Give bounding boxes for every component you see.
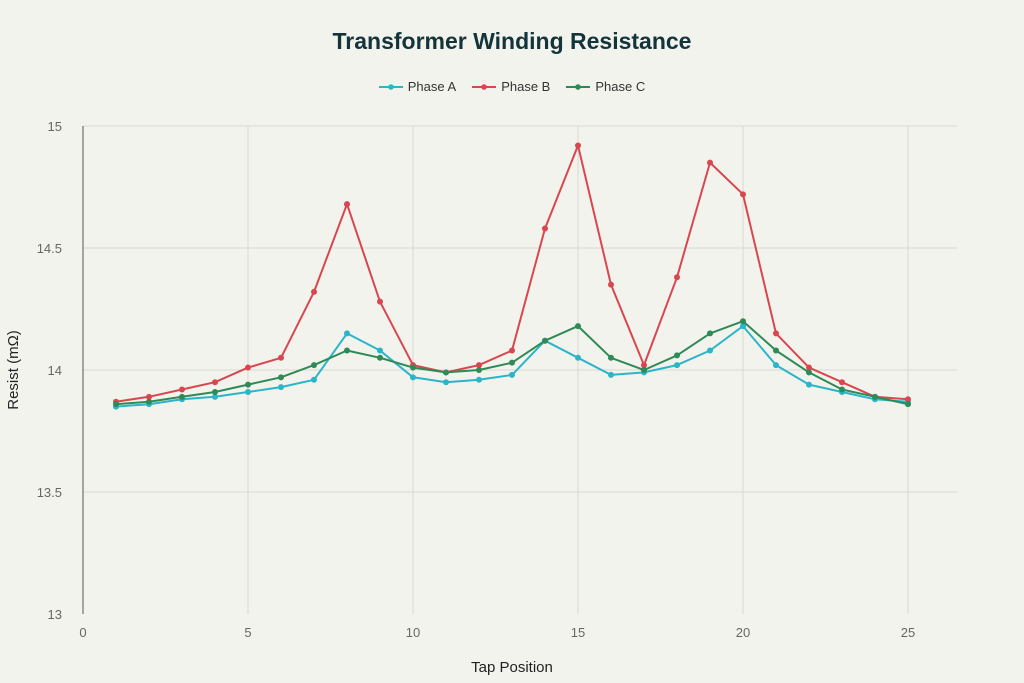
gridlines xyxy=(83,125,957,614)
data-point[interactable] xyxy=(839,386,845,393)
x-axis-title: Tap Position xyxy=(471,659,553,676)
data-point[interactable] xyxy=(542,337,548,344)
y-tick-label: 13 xyxy=(48,607,62,622)
data-point[interactable] xyxy=(608,281,614,288)
x-axis-ticks: 0 5 10 15 20 25 xyxy=(79,625,915,640)
data-point[interactable] xyxy=(443,379,449,386)
data-point[interactable] xyxy=(839,379,845,386)
legend-item-phase-c[interactable]: Phase C xyxy=(566,79,645,94)
data-point[interactable] xyxy=(905,401,911,408)
legend-line-marker-icon xyxy=(378,83,403,90)
y-axis-title: Resist (mΩ) xyxy=(5,330,22,410)
data-point[interactable] xyxy=(674,274,680,281)
data-point[interactable] xyxy=(674,362,680,369)
data-point[interactable] xyxy=(344,330,350,337)
x-tick-label: 5 xyxy=(244,625,251,640)
data-point[interactable] xyxy=(806,364,812,371)
data-point[interactable] xyxy=(179,386,185,393)
data-point[interactable] xyxy=(311,288,317,295)
data-point[interactable] xyxy=(575,354,581,361)
x-tick-label: 0 xyxy=(79,625,86,640)
series-phase-a xyxy=(113,323,911,410)
legend-line-marker-icon xyxy=(566,83,591,90)
chart-title: Transformer Winding Resistance xyxy=(332,28,692,54)
data-point[interactable] xyxy=(476,367,482,373)
data-point[interactable] xyxy=(344,201,350,208)
data-point[interactable] xyxy=(113,401,119,408)
x-tick-label: 10 xyxy=(406,625,420,640)
data-point[interactable] xyxy=(278,354,284,361)
data-point[interactable] xyxy=(608,354,614,361)
data-point[interactable] xyxy=(773,347,779,354)
data-point[interactable] xyxy=(245,388,251,395)
data-point[interactable] xyxy=(245,381,251,388)
data-point[interactable] xyxy=(872,393,878,400)
data-point[interactable] xyxy=(377,298,383,305)
series-line xyxy=(115,325,909,408)
y-tick-label: 13.5 xyxy=(37,485,62,500)
data-point[interactable] xyxy=(443,369,449,376)
legend-label: Phase A xyxy=(407,79,457,94)
data-point[interactable] xyxy=(740,323,746,330)
legend-item-phase-a[interactable]: Phase A xyxy=(378,79,457,94)
data-point[interactable] xyxy=(476,376,482,383)
series-lines xyxy=(113,142,911,410)
data-point[interactable] xyxy=(575,323,581,330)
legend-label: Phase C xyxy=(595,79,646,94)
data-point[interactable] xyxy=(608,371,614,378)
data-point[interactable] xyxy=(278,384,284,391)
data-point[interactable] xyxy=(509,359,515,366)
x-tick-label: 25 xyxy=(901,625,915,640)
data-point[interactable] xyxy=(278,374,284,381)
data-point[interactable] xyxy=(377,347,383,354)
data-point[interactable] xyxy=(509,347,515,354)
data-point[interactable] xyxy=(245,364,251,371)
data-point[interactable] xyxy=(311,376,317,383)
series-phase-c xyxy=(113,318,911,408)
data-point[interactable] xyxy=(806,369,812,376)
data-point[interactable] xyxy=(707,347,713,354)
data-point[interactable] xyxy=(542,225,548,232)
data-point[interactable] xyxy=(575,142,581,149)
y-tick-label: 15 xyxy=(48,119,62,134)
y-axis-ticks: 13 13.5 14 14.5 15 xyxy=(37,119,62,622)
data-point[interactable] xyxy=(740,318,746,325)
data-point[interactable] xyxy=(806,381,812,388)
data-point[interactable] xyxy=(146,393,152,400)
legend-label: Phase B xyxy=(501,79,551,94)
data-point[interactable] xyxy=(476,362,482,369)
data-point[interactable] xyxy=(905,396,911,403)
data-point[interactable] xyxy=(773,362,779,369)
data-point[interactable] xyxy=(707,330,713,337)
data-point[interactable] xyxy=(641,367,647,373)
legend-item-phase-b[interactable]: Phase B xyxy=(472,79,550,94)
data-point[interactable] xyxy=(707,159,713,166)
data-point[interactable] xyxy=(311,362,317,369)
data-point[interactable] xyxy=(377,354,383,361)
data-point[interactable] xyxy=(641,362,647,369)
data-point[interactable] xyxy=(212,379,218,386)
legend: Phase A Phase B Phase C xyxy=(0,79,1024,94)
data-point[interactable] xyxy=(773,330,779,337)
data-point[interactable] xyxy=(179,393,185,400)
data-point[interactable] xyxy=(740,191,746,198)
data-point[interactable] xyxy=(146,398,152,405)
y-tick-label: 14.5 xyxy=(37,241,62,256)
legend-line-marker-icon xyxy=(472,83,497,90)
x-tick-label: 20 xyxy=(736,625,750,640)
data-point[interactable] xyxy=(674,352,680,359)
data-point[interactable] xyxy=(509,371,515,378)
data-point[interactable] xyxy=(212,393,218,400)
data-point[interactable] xyxy=(410,364,416,371)
y-tick-label: 14 xyxy=(48,363,62,378)
data-point[interactable] xyxy=(344,347,350,354)
x-tick-label: 15 xyxy=(571,625,585,640)
data-point[interactable] xyxy=(410,374,416,381)
data-point[interactable] xyxy=(212,388,218,395)
